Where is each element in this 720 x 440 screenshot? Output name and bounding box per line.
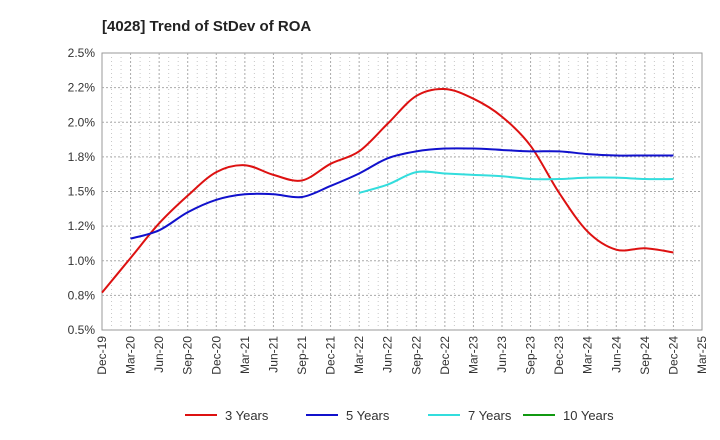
series-line-1 (130, 147, 674, 240)
x-tick-label: Mar-25 (695, 336, 709, 374)
legend-label-2: 7 Years (468, 408, 512, 423)
x-tick-label: Sep-21 (295, 336, 309, 375)
legend-label-1: 5 Years (346, 408, 390, 423)
y-tick-label: 1.8% (68, 150, 96, 164)
x-tick-label: Mar-20 (124, 336, 138, 374)
series-lines (101, 87, 674, 294)
y-tick-label: 2.5% (68, 46, 96, 60)
x-tick-label: Jun-20 (152, 336, 166, 373)
x-tick-label: Jun-24 (609, 336, 623, 373)
x-tick-label: Jun-23 (495, 336, 509, 373)
x-tick-label: Jun-22 (381, 336, 395, 373)
x-tick-label: Jun-21 (266, 336, 280, 373)
x-tick-label: Dec-20 (209, 336, 223, 375)
y-tick-label: 2.0% (68, 115, 96, 129)
x-tick-label: Mar-24 (581, 336, 595, 374)
x-axis-ticks: Dec-19 Mar-20 Jun-20 Sep-20 Dec-20 Mar-21 Jun-… (95, 336, 709, 375)
x-tick-label: Sep-22 (409, 336, 423, 375)
series-line-2 (358, 170, 674, 194)
grid (101, 52, 703, 331)
legend-label-3: 10 Years (563, 408, 614, 423)
x-tick-label: Dec-21 (324, 336, 338, 375)
series-line-0 (101, 87, 674, 294)
y-tick-label: 2.2% (68, 81, 96, 95)
x-tick-label: Sep-23 (524, 336, 538, 375)
y-tick-label: 0.8% (68, 288, 96, 302)
x-tick-label: Dec-23 (552, 336, 566, 375)
x-tick-label: Dec-24 (666, 336, 680, 375)
x-tick-label: Sep-20 (181, 336, 195, 375)
x-tick-label: Mar-21 (238, 336, 252, 374)
x-tick-label: Sep-24 (638, 336, 652, 375)
legend: 3 Years 5 Years 7 Years 10 Years (185, 408, 614, 423)
y-tick-label: 0.5% (68, 323, 96, 337)
x-tick-label: Mar-22 (352, 336, 366, 374)
y-tick-label: 1.2% (68, 219, 96, 233)
legend-label-0: 3 Years (225, 408, 269, 423)
y-tick-label: 1.0% (68, 254, 96, 268)
y-tick-label: 1.5% (68, 185, 96, 199)
x-tick-label: Mar-23 (466, 336, 480, 374)
chart-title: [4028] Trend of StDev of ROA (102, 18, 311, 35)
y-axis-ticks: 0.5% 0.8% 1.0% 1.2% 1.5% 1.8% 2.0% 2.2% 2.5% (68, 46, 96, 337)
x-tick-label: Dec-22 (438, 336, 452, 375)
x-tick-label: Dec-19 (95, 336, 109, 375)
